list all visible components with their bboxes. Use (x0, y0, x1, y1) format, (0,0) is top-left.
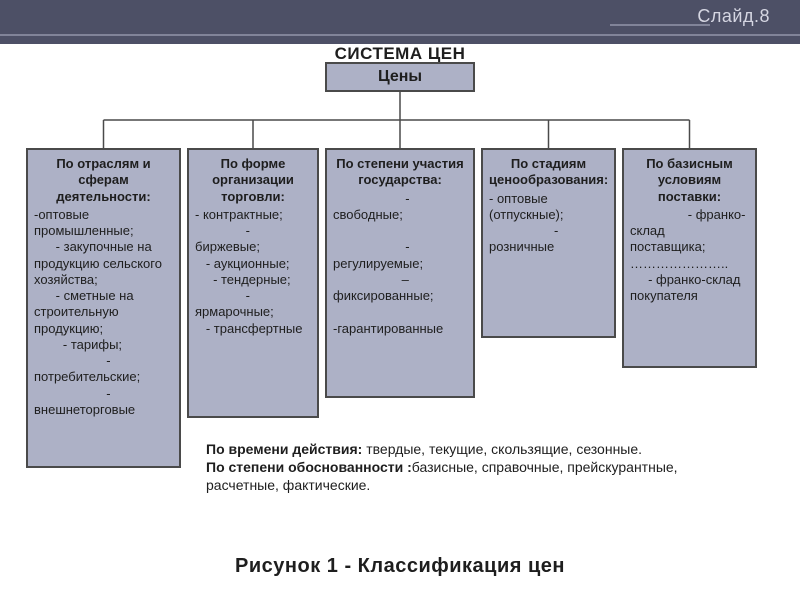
extra-label-2: По степени обоснованности : (206, 459, 412, 475)
category-box: По форме организации торговли:- контракт… (187, 148, 319, 418)
category-box: По отраслям и сферам деятельности:-оптов… (26, 148, 181, 468)
category-body: - оптовые (отпускные); - розничные (489, 191, 608, 256)
category-title: По отраслям и сферам деятельности: (34, 156, 173, 205)
category-title: По степени участия государства: (333, 156, 467, 189)
category-body: - франко-склад поставщика; ………………….. - ф… (630, 207, 749, 305)
category-body: - контрактные; - биржевые; - аукционные;… (195, 207, 311, 337)
category-row: По отраслям и сферам деятельности:-оптов… (26, 148, 782, 468)
header-rule-accent (610, 24, 710, 26)
figure-caption: Рисунок 1 - Классификация цен (0, 555, 800, 578)
category-box: По степени участия государства: - свобод… (325, 148, 475, 398)
root-node-label: Цены (378, 68, 422, 86)
extra-line-1: По времени действия: твердые, текущие, с… (206, 440, 740, 458)
extra-text-1: твердые, текущие, скользящие, сезонные. (366, 441, 642, 457)
header-band (0, 0, 800, 44)
category-body: -оптовые промышленные; - закупочные на п… (34, 207, 173, 418)
extra-line-2: По степени обоснованности :базисные, спр… (206, 458, 740, 494)
category-box: По стадиям ценообразования:- оптовые (от… (481, 148, 616, 338)
extra-label-1: По времени действия: (206, 441, 366, 457)
category-title: По стадиям ценообразования: (489, 156, 608, 189)
category-box: По базисным условиям поставки: - франко-… (622, 148, 757, 368)
diagram-title: СИСТЕМА ЦЕН (0, 44, 800, 64)
extra-text: По времени действия: твердые, текущие, с… (206, 440, 740, 495)
category-title: По форме организации торговли: (195, 156, 311, 205)
category-title: По базисным условиям поставки: (630, 156, 749, 205)
root-node: Цены (325, 62, 475, 92)
category-body: - свободные; - регулируемые; – фиксирова… (333, 191, 467, 337)
header-rule (0, 34, 800, 36)
